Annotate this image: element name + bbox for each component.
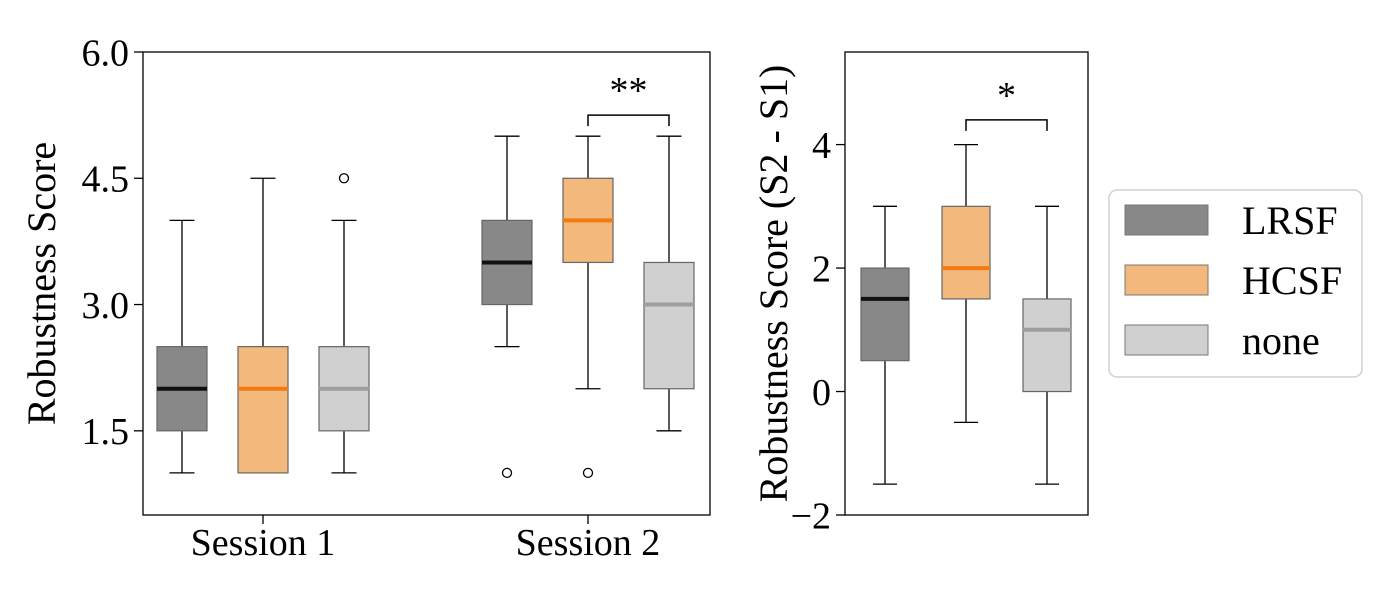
box-hcsf: [237, 346, 289, 474]
y-tick-label: 6.0: [82, 32, 130, 74]
significance-label: *: [997, 75, 1016, 117]
y-tick-label: 3.0: [82, 285, 130, 327]
legend: LRSF HCSF none: [1108, 189, 1363, 378]
box-lrsf: [860, 267, 910, 362]
significance-label: **: [610, 70, 648, 112]
legend-label-lrsf: LRSF: [1242, 198, 1338, 243]
y-axis-label: Robustness Score: [19, 142, 64, 425]
y-axis-label: Robustness Score (S2 - S1): [751, 65, 796, 503]
box-none: [643, 261, 695, 390]
outlier-point: [501, 467, 513, 479]
y-tick-label: 4: [812, 125, 831, 167]
legend-label-none: none: [1242, 318, 1320, 363]
legend-label-hcsf: HCSF: [1242, 258, 1342, 303]
legend-swatch-hcsf: [1124, 264, 1209, 296]
box-none: [1022, 298, 1072, 393]
significance-bracket: [965, 119, 1048, 131]
y-tick-label: −2: [791, 495, 831, 537]
y-tick-label: 4.5: [82, 159, 130, 201]
y-tick-label: 1.5: [82, 411, 130, 453]
y-tick-label: 2: [812, 248, 831, 290]
legend-swatch-none: [1124, 324, 1209, 356]
box-hcsf: [941, 205, 991, 300]
outlier-point: [338, 173, 350, 184]
panel-right-score-difference: −2 0 2 4 Robustness Score (S2 - S1) *: [751, 51, 1089, 537]
x-tick-label: Session 1: [191, 522, 336, 564]
x-tick-label: Session 2: [516, 522, 661, 564]
y-tick-label: 0: [812, 372, 831, 414]
outlier-point: [582, 467, 594, 479]
significance-bracket: [587, 114, 670, 127]
plot-frame: [844, 51, 1089, 516]
panel-left-session-scores: 1.5 3.0 4.5 6.0 Robustness Score Session 1 Ses…: [19, 32, 711, 564]
plot-frame: [142, 51, 711, 516]
legend-swatch-lrsf: [1124, 204, 1209, 236]
